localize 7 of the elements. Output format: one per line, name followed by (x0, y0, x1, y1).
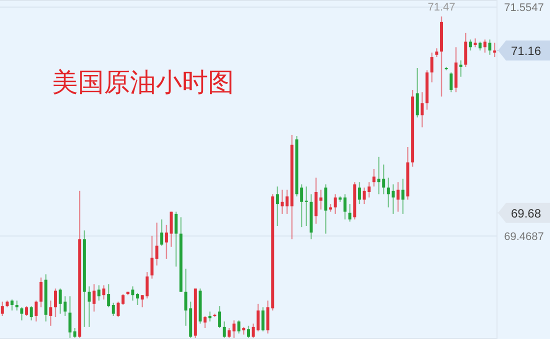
y-tick-label: 71.5547 (504, 2, 544, 14)
ref-line-label: 71.16 (510, 44, 542, 58)
annotation: 71.47 (428, 1, 456, 14)
ref-line-label: 69.68 (510, 206, 542, 220)
y-tick-label: 69.4687 (504, 231, 544, 244)
text: 美国原油小时图 (52, 68, 234, 97)
candlestick (474, 38, 477, 48)
